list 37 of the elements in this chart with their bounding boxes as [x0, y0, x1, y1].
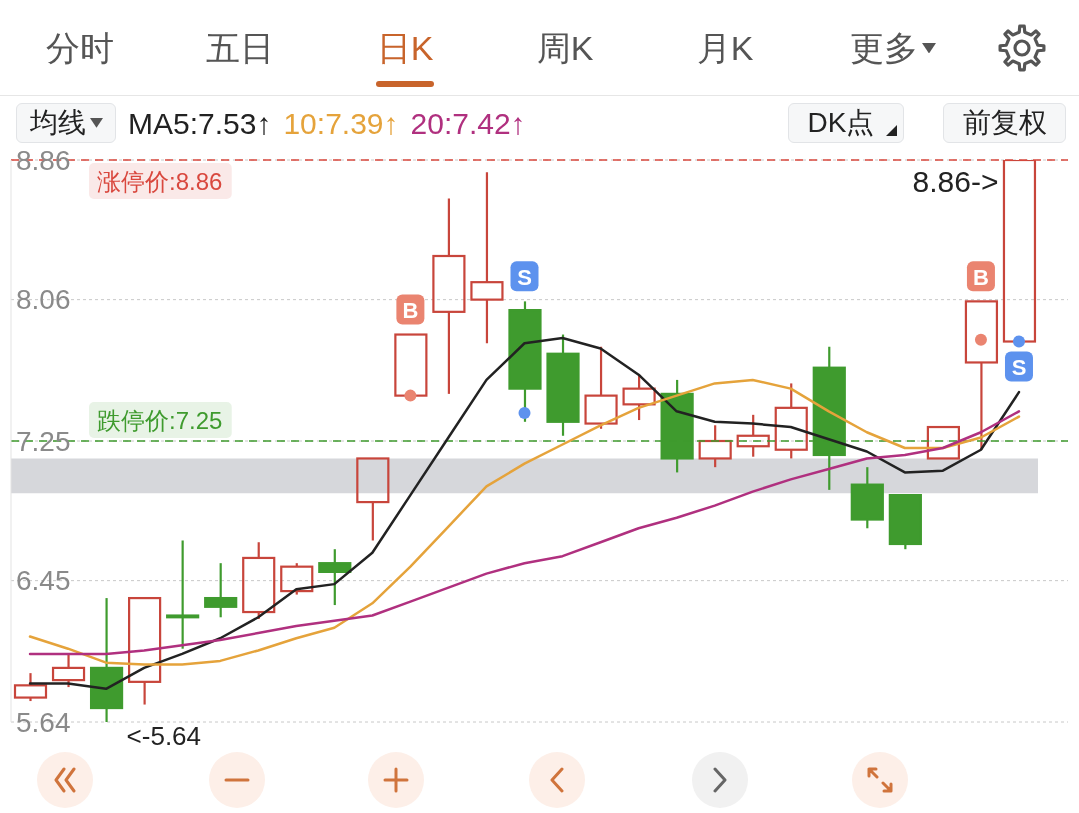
candlestick — [926, 425, 960, 460]
y-tick-label: 7.25 — [16, 425, 71, 457]
text: 20:7.42↑ — [410, 107, 526, 141]
y-tick-label: 6.45 — [16, 565, 71, 597]
dropdown-button: 均线 — [16, 103, 116, 143]
ref-line-label: 涨停价:8.86 — [97, 167, 223, 195]
text: MA5:7.53↑ — [128, 107, 272, 141]
text: 10:7.39↑ — [283, 107, 399, 141]
text: 更多 — [850, 28, 918, 69]
point — [518, 407, 531, 420]
y-tick-label: 5.64 — [16, 706, 71, 738]
annotation: <-5.64 — [126, 720, 202, 752]
candlestick — [470, 171, 504, 345]
series-label: S — [1011, 355, 1027, 381]
point — [974, 333, 987, 346]
button: 前复权 — [943, 103, 1066, 143]
candlestick — [128, 596, 162, 706]
text: 分时 — [46, 28, 114, 69]
y-tick-label: 8.06 — [16, 284, 71, 316]
ref-line-label: 跌停价:7.25 — [97, 406, 223, 434]
annotation: 8.86-> — [912, 164, 999, 200]
candlestick — [166, 539, 200, 650]
text: 日K — [376, 28, 434, 69]
candlestick — [89, 596, 124, 722]
button: DK点 — [788, 103, 904, 143]
candlestick — [964, 300, 999, 451]
candlestick — [432, 197, 466, 395]
point — [404, 389, 417, 402]
point — [1012, 335, 1025, 348]
candlestick — [356, 457, 390, 542]
text: B — [973, 264, 989, 290]
text: B — [402, 298, 419, 324]
y-tick-label: 8.86 — [16, 144, 71, 176]
text: S — [517, 264, 532, 290]
text: 五日 — [206, 28, 274, 69]
text: 周K — [536, 28, 594, 69]
text: 月K — [696, 28, 754, 69]
